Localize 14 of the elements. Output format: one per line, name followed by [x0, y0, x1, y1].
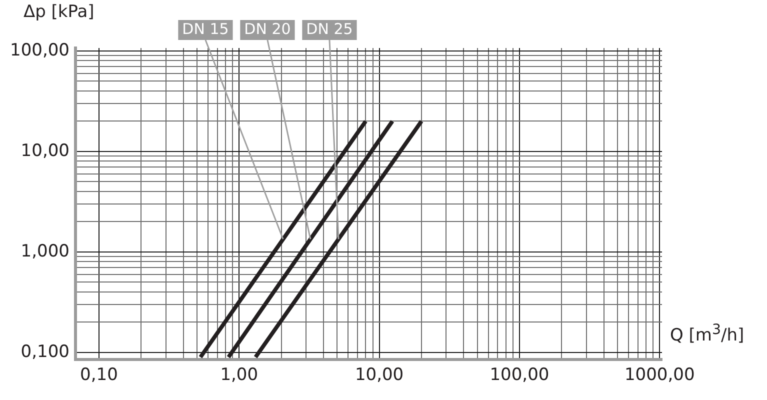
- text: DN 15: [182, 20, 229, 38]
- y-tick-label: 0,100: [20, 342, 70, 362]
- x-tick-label: 10,00: [354, 365, 404, 386]
- y-tick-label: 1,000: [20, 241, 70, 262]
- x-tick-label: 1000,00: [624, 365, 695, 386]
- text: DN 25: [306, 20, 353, 38]
- x-axis-title: Q [m$^{3}$/h]: [670, 322, 744, 346]
- y-axis-title: Δp [kPa]: [23, 2, 94, 22]
- y-tick-label: 100,00: [10, 40, 70, 60]
- x-tick-label: 1,00: [220, 365, 258, 386]
- x-tick-label: 0,10: [80, 365, 118, 386]
- x-tick-label: 100,00: [490, 365, 550, 386]
- y-tick-label: 10,00: [20, 140, 70, 161]
- text: DN 20: [244, 20, 291, 38]
